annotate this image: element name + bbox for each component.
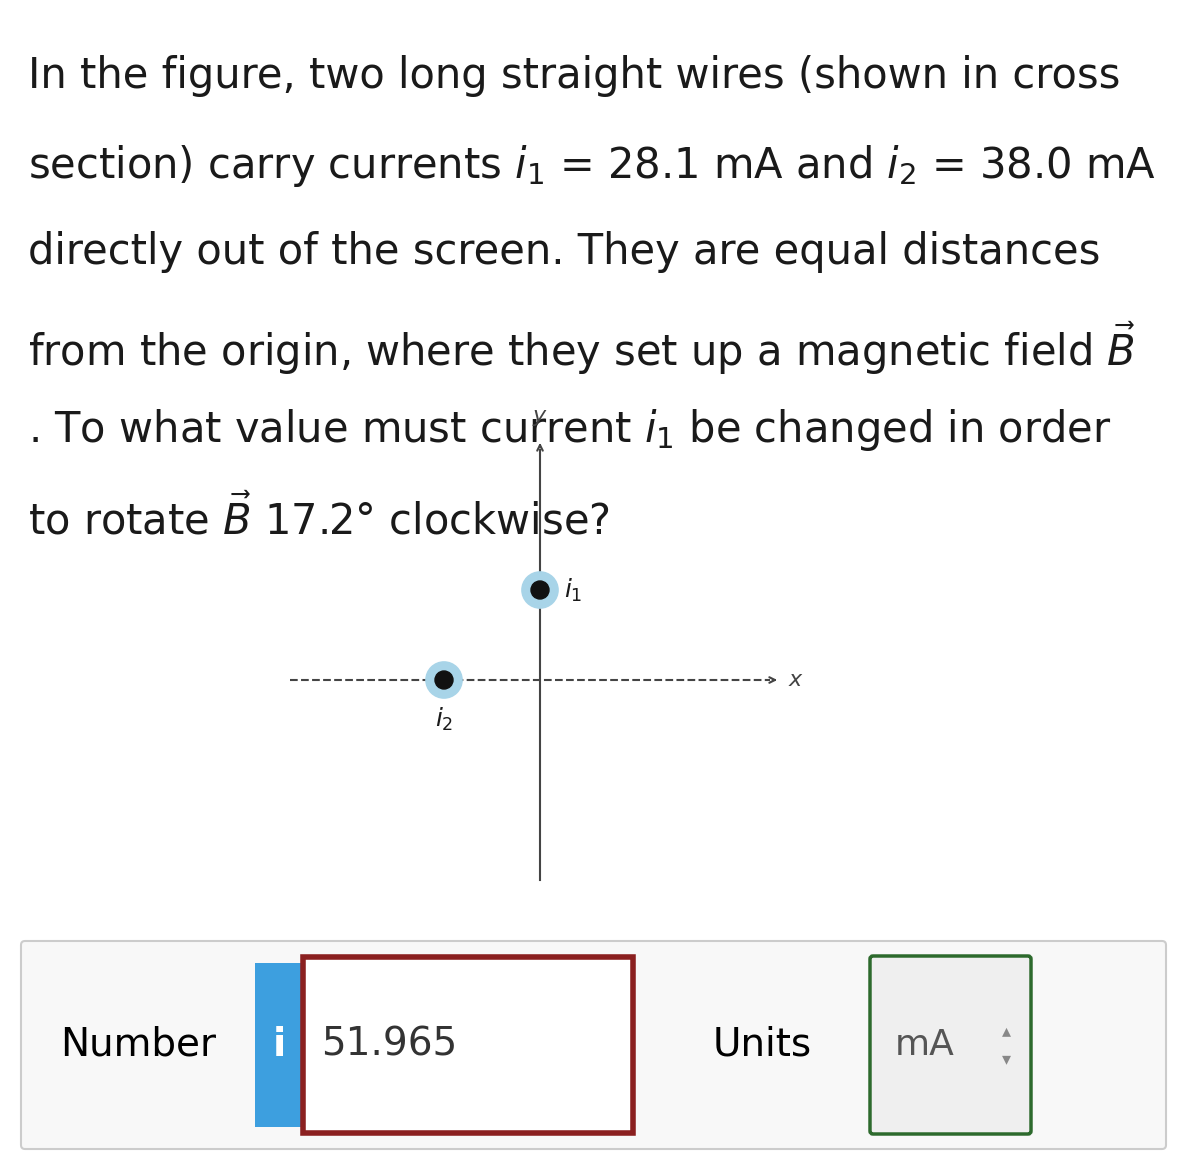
Text: Number: Number [61,1026,216,1064]
Text: ▴: ▴ [1002,1022,1010,1040]
FancyBboxPatch shape [870,956,1032,1134]
FancyBboxPatch shape [255,963,303,1127]
Text: mA: mA [895,1028,954,1062]
Text: i: i [272,1026,286,1064]
Text: 51.965: 51.965 [320,1026,457,1064]
Text: section) carry currents $i_1$ = 28.1 mA and $i_2$ = 38.0 mA: section) carry currents $i_1$ = 28.1 mA … [28,143,1156,189]
FancyBboxPatch shape [303,957,633,1134]
Circle shape [426,662,462,698]
Text: directly out of the screen. They are equal distances: directly out of the screen. They are equ… [28,231,1100,273]
Text: . To what value must current $i_1$ be changed in order: . To what value must current $i_1$ be ch… [28,408,1112,453]
Text: $x$: $x$ [788,670,804,690]
Text: to rotate $\vec{B}$ 17.2° clockwise?: to rotate $\vec{B}$ 17.2° clockwise? [28,495,610,543]
Circle shape [531,581,550,600]
Text: $i_2$: $i_2$ [434,706,453,733]
Text: $y$: $y$ [532,408,548,427]
FancyBboxPatch shape [21,941,1166,1149]
Text: ▾: ▾ [1002,1050,1010,1068]
Text: $i_1$: $i_1$ [564,576,583,603]
Text: In the figure, two long straight wires (shown in cross: In the figure, two long straight wires (… [28,55,1121,97]
Text: Units: Units [713,1026,812,1064]
Text: from the origin, where they set up a magnetic field $\vec{B}$: from the origin, where they set up a mag… [28,319,1136,377]
Circle shape [522,571,558,608]
Circle shape [434,671,453,689]
